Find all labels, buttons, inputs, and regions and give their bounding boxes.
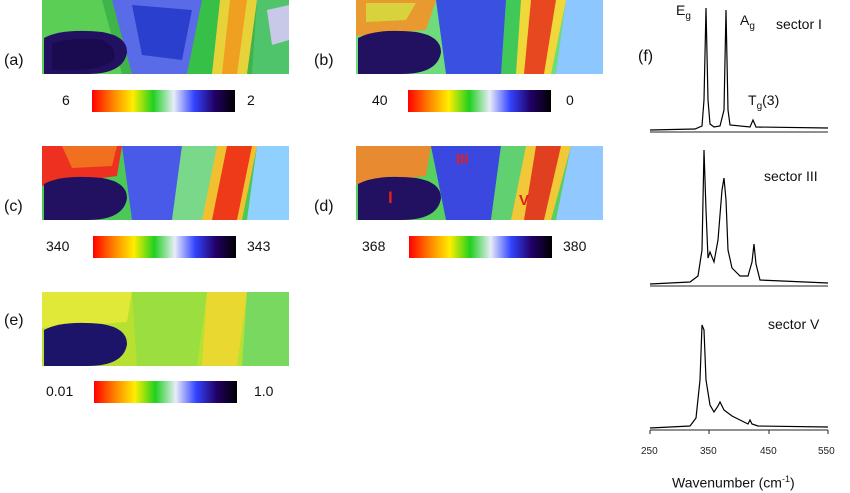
x-axis-label: Wavenumber (cm-1) bbox=[672, 474, 795, 491]
peak-ag-sub: g bbox=[749, 20, 755, 32]
peak-label-ag: Ag bbox=[740, 12, 755, 32]
peak-label-tg: Tg(3) bbox=[748, 92, 779, 112]
peak-tg-main: T bbox=[748, 92, 757, 108]
colorbar-b-min: 40 bbox=[372, 92, 388, 108]
colorbar-d-min: 368 bbox=[362, 238, 386, 254]
xtick-label-250: 250 bbox=[641, 446, 658, 457]
raman-map-a bbox=[42, 0, 289, 74]
colorbar-a bbox=[92, 90, 235, 112]
colorbar-e bbox=[94, 381, 237, 403]
x-axis-label-sup: -1 bbox=[781, 474, 790, 484]
colorbar-c-min: 340 bbox=[46, 238, 70, 254]
colorbar-a-min: 6 bbox=[62, 92, 70, 108]
peak-eg-sub: g bbox=[685, 10, 691, 22]
peak-eg-main: E bbox=[676, 2, 686, 18]
colorbar-c-max: 343 bbox=[247, 238, 271, 254]
map-image-e bbox=[42, 292, 289, 366]
series-sector-v-line bbox=[649, 324, 829, 429]
spectrum-sector-iii bbox=[649, 149, 829, 287]
panel-label-b: (b) bbox=[314, 52, 334, 69]
sector-label-i: sector I bbox=[776, 16, 822, 32]
map-image-b bbox=[356, 0, 603, 74]
map-image-d bbox=[356, 146, 603, 220]
x-axis-label-main: Wavenumber (cm bbox=[672, 474, 782, 491]
peak-label-eg: Eg bbox=[676, 2, 691, 22]
sector-label-iii: sector III bbox=[764, 168, 818, 184]
sector-label-v: sector V bbox=[768, 316, 820, 332]
series-sector-i-line bbox=[649, 7, 829, 131]
map-image-a bbox=[42, 0, 289, 74]
raman-map-b bbox=[356, 0, 603, 74]
peak-ag-main: A bbox=[740, 12, 750, 28]
spectra-plot bbox=[649, 7, 829, 434]
peak-tg-sub: g bbox=[756, 100, 763, 112]
colorbar-a-max: 2 bbox=[247, 92, 255, 108]
xtick-label-350: 350 bbox=[700, 446, 717, 457]
marker-sector-iii: III bbox=[456, 151, 469, 168]
colorbar-d-max: 380 bbox=[563, 238, 587, 254]
xtick-label-550: 550 bbox=[818, 446, 835, 457]
panel-label-f: (f) bbox=[638, 48, 654, 65]
x-axis-ticks bbox=[649, 430, 829, 434]
x-axis-label-end: ) bbox=[789, 474, 795, 491]
xtick-label-450: 450 bbox=[760, 446, 777, 457]
marker-sector-v: V bbox=[519, 192, 530, 209]
raman-map-d: I III V bbox=[356, 146, 603, 220]
series-sector-iii-line bbox=[649, 149, 829, 285]
panel-label-d: (d) bbox=[314, 198, 334, 215]
colorbar-e-min: 0.01 bbox=[46, 383, 74, 399]
colorbar-c bbox=[93, 236, 236, 258]
panel-label-a: (a) bbox=[4, 52, 24, 69]
marker-sector-i: I bbox=[388, 188, 393, 207]
peak-tg-suffix: (3) bbox=[762, 92, 780, 108]
map-image-c bbox=[42, 146, 289, 220]
colorbar-b bbox=[408, 90, 551, 112]
colorbar-e-max: 1.0 bbox=[254, 383, 274, 399]
panel-label-e: (e) bbox=[4, 312, 24, 329]
raman-map-e bbox=[42, 292, 289, 366]
panel-label-c: (c) bbox=[4, 198, 23, 215]
colorbar-b-max: 0 bbox=[566, 92, 574, 108]
spectrum-sector-v bbox=[649, 324, 829, 431]
raman-map-c bbox=[42, 146, 289, 220]
spectrum-sector-i bbox=[649, 7, 829, 133]
colorbar-d bbox=[409, 236, 552, 258]
